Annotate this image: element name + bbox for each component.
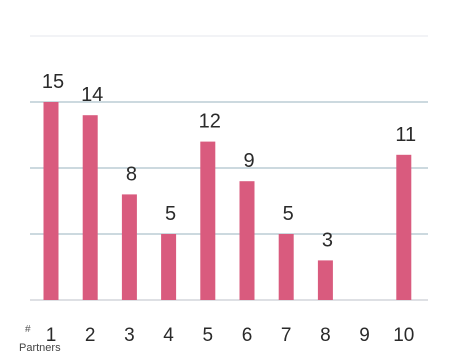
bar-2: [82, 115, 98, 300]
data-label-5: 12: [199, 111, 221, 133]
bar-6: [239, 181, 255, 300]
x-tick-4: 4: [163, 325, 174, 346]
x-tick-8: 8: [320, 325, 331, 346]
data-label-2: 14: [81, 84, 103, 106]
data-label-7: 5: [283, 203, 294, 225]
data-labels: 15 14 8 5 12 9 5 3 11: [42, 71, 416, 251]
data-label-10: 11: [395, 124, 416, 146]
x-tick-7: 7: [281, 325, 292, 346]
data-label-1: 15: [42, 71, 64, 93]
data-label-8: 3: [322, 229, 333, 251]
x-tick-10: 10: [393, 325, 414, 346]
bar-1: [43, 102, 59, 300]
bar-3: [121, 194, 137, 300]
bar-7: [278, 234, 294, 300]
bar-5: [200, 141, 216, 300]
data-label-4: 5: [165, 203, 176, 225]
data-label-3: 8: [126, 163, 137, 185]
bar-10: [396, 154, 412, 300]
bar-8: [317, 260, 333, 300]
x-axis-title: Partners: [19, 342, 61, 354]
x-tick-2: 2: [85, 325, 96, 346]
x-tick-1: 1: [46, 325, 57, 346]
data-label-6: 9: [243, 150, 254, 172]
bar-4: [161, 234, 177, 300]
x-tick-9: 9: [359, 325, 370, 346]
x-tick-6: 6: [242, 325, 253, 346]
x-tick-5: 5: [203, 325, 214, 346]
x-axis-hash-marker: #: [25, 324, 31, 335]
x-tick-3: 3: [124, 325, 135, 346]
x-axis-ticks: 1 2 3 4 5 6 7 8 9 10: [46, 325, 415, 346]
bars: [43, 102, 412, 300]
